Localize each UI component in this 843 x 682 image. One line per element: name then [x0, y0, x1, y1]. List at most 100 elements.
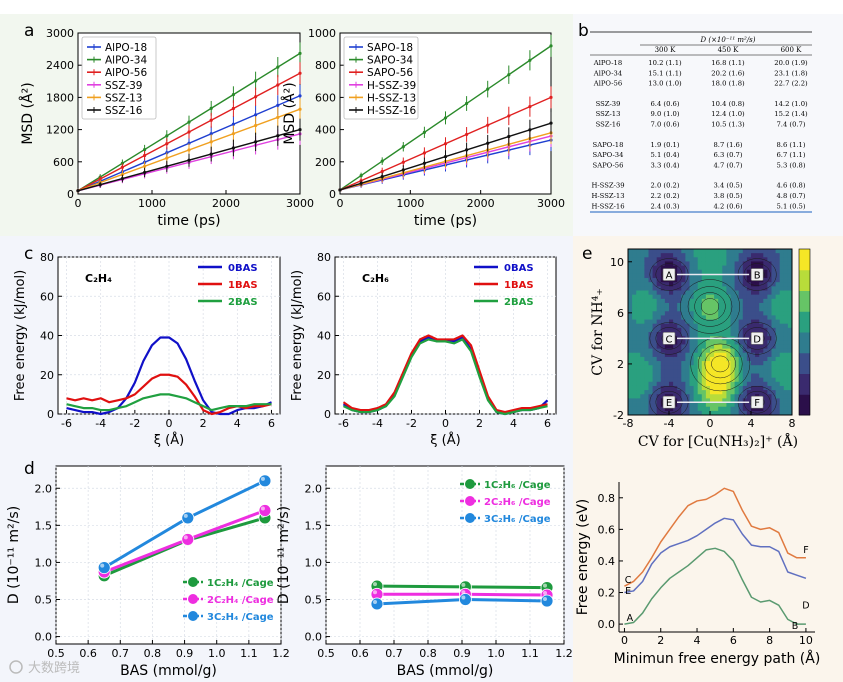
heatmap-cell: [660, 327, 666, 333]
heatmap-cell: [714, 402, 719, 408]
heatmap-cell: [771, 319, 776, 325]
y-tick-label: 2.0: [305, 482, 323, 495]
heatmap-cell: [738, 381, 744, 387]
heatmap-cell: [742, 402, 748, 408]
table-cell: 10.4 (0.8): [711, 100, 745, 108]
heatmap-cell: [681, 390, 686, 395]
heatmap-cell: [685, 398, 690, 403]
x-tick-label: 1.2: [555, 647, 573, 660]
heatmap-cell: [656, 406, 662, 412]
marker-label-C: C: [666, 334, 673, 345]
heatmap-cell: [763, 394, 768, 399]
heatmap-cell: [689, 361, 694, 366]
heatmap-cell: [730, 302, 735, 308]
heatmap-cell: [775, 269, 781, 275]
heatmap-cell: [714, 307, 719, 312]
heatmap-cell: [681, 249, 686, 254]
heatmap-cell: [714, 369, 719, 374]
heatmap-cell: [656, 373, 662, 379]
heatmap-cell: [685, 278, 690, 283]
heatmap-cell: [636, 282, 641, 287]
heatmap-cell: [705, 377, 711, 383]
heatmap-cell: [648, 302, 653, 308]
heatmap-cell: [656, 290, 662, 296]
heatmap-cell: [693, 373, 699, 379]
heatmap-cell: [734, 365, 740, 370]
heatmap-cell: [759, 302, 764, 308]
heatmap-cell: [742, 327, 748, 333]
heatmap-cell: [730, 406, 735, 412]
legend-label: SSZ-13: [105, 92, 143, 104]
y-tick-label: 2400: [46, 59, 74, 72]
heatmap-cell: [767, 257, 772, 262]
heatmap-cell: [726, 402, 731, 408]
heatmap-cell: [640, 373, 645, 379]
heatmap-cell: [681, 385, 686, 391]
heatmap-cell: [714, 294, 719, 300]
heatmap-cell: [673, 290, 678, 296]
heatmap-cell: [710, 249, 715, 254]
heatmap-cell: [718, 340, 723, 345]
heatmap-cell: [742, 302, 748, 308]
data-point-highlight: [183, 535, 188, 540]
heatmap-cell: [755, 307, 760, 312]
heatmap-cell: [681, 269, 686, 275]
heatmap-cell: [677, 311, 682, 316]
heatmap-cell: [681, 381, 686, 387]
heatmap-cell: [787, 410, 792, 415]
heatmap-cell: [673, 327, 678, 333]
heatmap-cell: [710, 315, 715, 320]
heatmap-cell: [705, 332, 711, 337]
heatmap-cell: [783, 282, 789, 287]
heatmap-cell: [685, 348, 690, 354]
heatmap-cell: [693, 410, 699, 415]
heatmap-cell: [734, 278, 740, 283]
heatmap-cell: [771, 390, 776, 395]
heatmap-cell: [738, 402, 744, 408]
heatmap-cell: [656, 278, 662, 283]
heatmap-cell: [742, 253, 748, 258]
legend-marker: [465, 479, 475, 489]
heatmap-cell: [648, 348, 653, 354]
heatmap-cell: [701, 390, 707, 395]
heatmap-cell: [783, 290, 789, 296]
heatmap-cell: [775, 410, 781, 415]
heatmap-cell: [652, 278, 658, 283]
heatmap-cell: [652, 269, 658, 275]
heatmap-cell: [775, 356, 781, 362]
heatmap-cell: [759, 315, 764, 320]
heatmap-cell: [697, 394, 703, 399]
heatmap-cell: [636, 410, 641, 415]
heatmap-cell: [705, 361, 711, 366]
table-cell: 2.2 (0.2): [650, 192, 679, 200]
heatmap-cell: [701, 340, 707, 345]
heatmap-cell: [763, 249, 768, 254]
heatmap-cell: [722, 253, 727, 258]
heatmap-cell: [746, 402, 752, 408]
legend-label: 0BAS: [504, 263, 534, 274]
heatmap-cell: [636, 390, 641, 395]
table-cell: 9.0 (1.0): [650, 110, 679, 118]
heatmap-cell: [640, 406, 645, 412]
heatmap-cell: [763, 282, 768, 287]
heatmap-cell: [640, 302, 645, 308]
x-tick-label: 0.8: [419, 647, 437, 660]
heatmap-cell: [644, 286, 649, 291]
heatmap-cell: [710, 307, 715, 312]
heatmap-cell: [763, 356, 768, 362]
heatmap-cell: [742, 365, 748, 370]
x-tick-label: -4: [95, 417, 106, 430]
heatmap-cell: [726, 394, 731, 399]
heatmap-cell: [722, 344, 727, 349]
heatmap-cell: [775, 302, 781, 308]
heatmap-cell: [771, 298, 776, 304]
heatmap-cell: [783, 294, 789, 300]
x-tick-label: 6: [730, 634, 737, 647]
heatmap-cell: [730, 385, 735, 391]
heatmap-cell: [664, 348, 670, 354]
heatmap-cell: [722, 365, 727, 370]
heatmap-cell: [632, 307, 637, 312]
heatmap-cell: [718, 344, 723, 349]
heatmap-cell: [656, 253, 662, 258]
